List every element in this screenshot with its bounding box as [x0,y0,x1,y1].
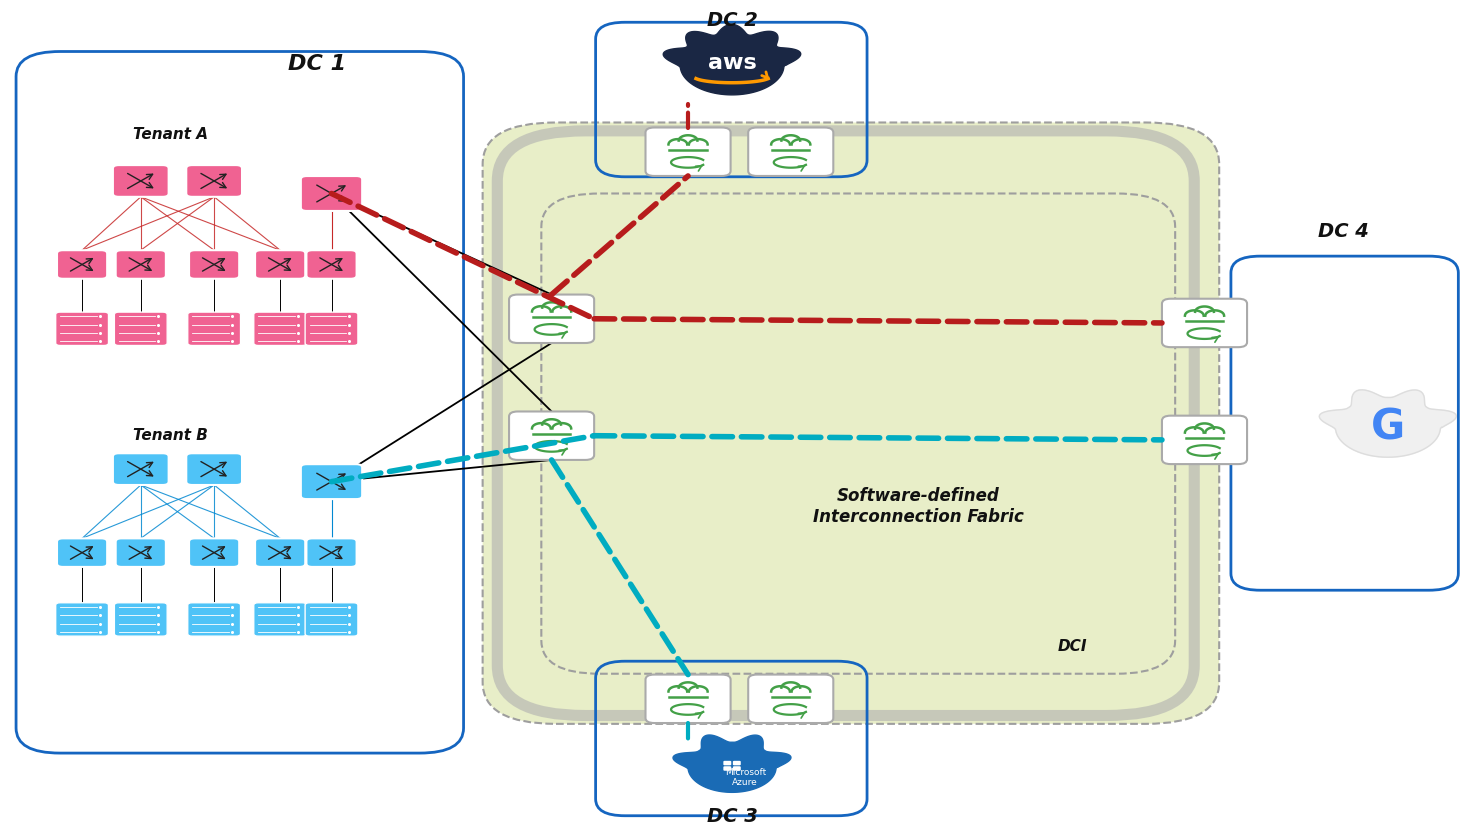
Text: G: G [1372,406,1405,448]
Text: DC 4: DC 4 [1319,221,1370,241]
FancyBboxPatch shape [115,603,168,636]
FancyBboxPatch shape [301,464,362,499]
Text: aws: aws [707,53,757,73]
Polygon shape [1320,390,1457,458]
Text: Microsoft
Azure: Microsoft Azure [725,768,766,787]
FancyBboxPatch shape [56,312,109,345]
FancyBboxPatch shape [306,538,357,567]
FancyBboxPatch shape [748,127,833,176]
FancyBboxPatch shape [734,761,741,765]
FancyBboxPatch shape [301,176,362,211]
FancyBboxPatch shape [509,411,594,460]
FancyBboxPatch shape [187,165,243,197]
Text: DC 3: DC 3 [707,807,757,825]
FancyBboxPatch shape [57,251,107,279]
FancyBboxPatch shape [723,761,731,765]
FancyBboxPatch shape [188,312,241,345]
FancyBboxPatch shape [188,603,241,636]
FancyBboxPatch shape [256,251,306,279]
FancyBboxPatch shape [116,251,166,279]
Text: DC 2: DC 2 [707,12,757,30]
FancyBboxPatch shape [190,538,240,567]
FancyBboxPatch shape [116,538,166,567]
FancyBboxPatch shape [723,766,731,771]
FancyBboxPatch shape [113,165,169,197]
FancyBboxPatch shape [56,603,109,636]
FancyBboxPatch shape [306,251,357,279]
FancyBboxPatch shape [482,122,1219,724]
FancyBboxPatch shape [748,675,833,723]
FancyBboxPatch shape [1161,416,1247,464]
FancyBboxPatch shape [57,538,107,567]
FancyBboxPatch shape [254,603,307,636]
FancyBboxPatch shape [256,538,306,567]
Text: DC 1: DC 1 [288,54,345,74]
FancyBboxPatch shape [187,453,243,485]
FancyBboxPatch shape [306,312,357,345]
Text: Tenant A: Tenant A [132,127,207,142]
Polygon shape [663,24,801,95]
Text: Tenant B: Tenant B [132,428,207,442]
FancyBboxPatch shape [190,251,240,279]
FancyBboxPatch shape [645,127,731,176]
FancyBboxPatch shape [306,603,357,636]
Text: DCI: DCI [1058,639,1088,654]
FancyBboxPatch shape [113,453,169,485]
FancyBboxPatch shape [645,675,731,723]
FancyBboxPatch shape [1161,298,1247,347]
Polygon shape [673,735,791,793]
FancyBboxPatch shape [254,312,307,345]
FancyBboxPatch shape [734,766,741,771]
FancyBboxPatch shape [115,312,168,345]
FancyBboxPatch shape [509,294,594,343]
Text: Software-defined
Interconnection Fabric: Software-defined Interconnection Fabric [813,488,1023,526]
